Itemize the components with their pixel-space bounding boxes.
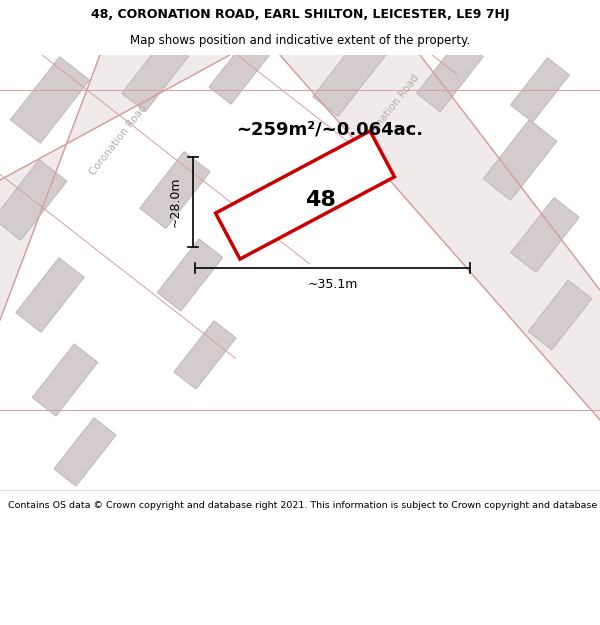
Polygon shape bbox=[54, 418, 116, 486]
Polygon shape bbox=[157, 239, 223, 311]
Polygon shape bbox=[174, 321, 236, 389]
Polygon shape bbox=[209, 36, 271, 104]
Polygon shape bbox=[483, 119, 557, 201]
Polygon shape bbox=[122, 38, 188, 112]
Polygon shape bbox=[0, 159, 67, 241]
Polygon shape bbox=[215, 131, 394, 259]
Polygon shape bbox=[511, 198, 579, 272]
Polygon shape bbox=[0, 55, 230, 320]
Polygon shape bbox=[10, 57, 89, 143]
Polygon shape bbox=[140, 151, 210, 229]
Polygon shape bbox=[16, 258, 84, 332]
Text: ~28.0m: ~28.0m bbox=[169, 177, 182, 227]
Polygon shape bbox=[416, 38, 484, 112]
Text: 48: 48 bbox=[305, 190, 335, 210]
Text: Coronation Road: Coronation Road bbox=[359, 72, 421, 148]
Polygon shape bbox=[528, 280, 592, 350]
Polygon shape bbox=[511, 58, 569, 122]
Polygon shape bbox=[313, 34, 387, 116]
Polygon shape bbox=[280, 55, 600, 420]
Text: Coronation Road: Coronation Road bbox=[88, 102, 149, 178]
Text: 48, CORONATION ROAD, EARL SHILTON, LEICESTER, LE9 7HJ: 48, CORONATION ROAD, EARL SHILTON, LEICE… bbox=[91, 8, 509, 21]
Text: ~35.1m: ~35.1m bbox=[307, 278, 358, 291]
Text: Map shows position and indicative extent of the property.: Map shows position and indicative extent… bbox=[130, 34, 470, 47]
Text: Contains OS data © Crown copyright and database right 2021. This information is : Contains OS data © Crown copyright and d… bbox=[8, 501, 600, 510]
Text: ~259m²/~0.064ac.: ~259m²/~0.064ac. bbox=[236, 121, 424, 139]
Polygon shape bbox=[32, 344, 98, 416]
